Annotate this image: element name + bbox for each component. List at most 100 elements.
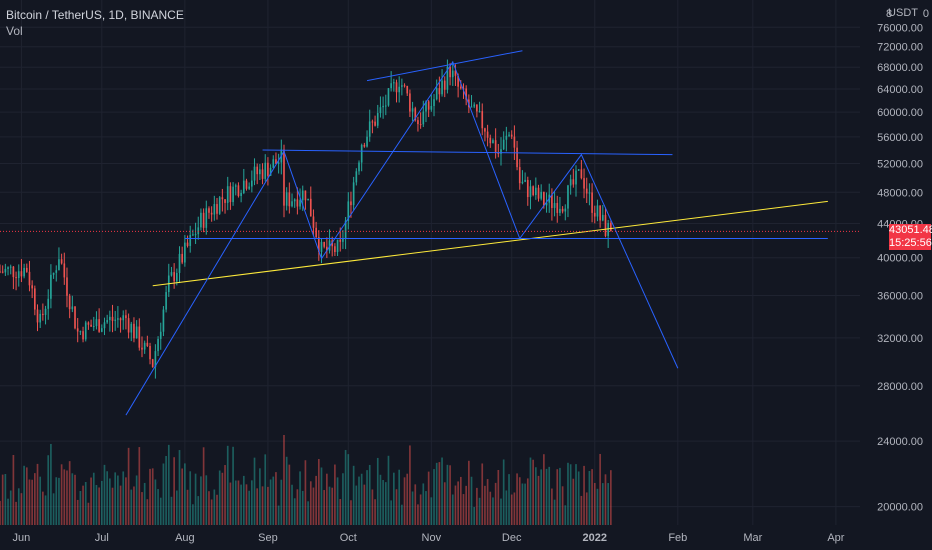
- volume-bar: [9, 490, 12, 525]
- volume-bar: [299, 471, 301, 525]
- volume-bar: [50, 443, 52, 525]
- volume-bar: [173, 457, 175, 525]
- volume-bar: [74, 474, 76, 525]
- candle-body: [411, 108, 414, 112]
- candle-body: [248, 186, 250, 189]
- candle-body: [66, 277, 68, 296]
- price-tick-label: 48000.00: [877, 187, 923, 199]
- volume-bar: [309, 481, 312, 525]
- volume-bar: [521, 483, 524, 525]
- volume-bar: [347, 454, 350, 525]
- volume-bar: [569, 464, 572, 525]
- volume-bar: [117, 475, 119, 525]
- volume-bar: [352, 465, 355, 525]
- candle-body: [596, 205, 599, 217]
- candle-body: [165, 292, 167, 310]
- volume-bar: [339, 499, 342, 525]
- volume-bar: [411, 491, 414, 525]
- candle-body: [352, 182, 355, 206]
- volume-bar: [435, 462, 438, 525]
- volume-bar: [342, 473, 344, 525]
- candle-body: [251, 180, 253, 187]
- volume-bar: [486, 479, 489, 525]
- candle-body: [489, 137, 492, 144]
- volume-bar: [7, 498, 9, 525]
- time-axis-background: [0, 525, 932, 550]
- volume-bar: [398, 469, 401, 525]
- volume-indicator-label[interactable]: Vol: [6, 24, 23, 38]
- candle-body: [208, 208, 210, 213]
- candle-body: [210, 212, 213, 215]
- candle-body: [272, 159, 275, 168]
- candle-body: [398, 86, 401, 93]
- candle-body: [379, 107, 382, 114]
- volume-bar: [210, 499, 213, 525]
- candle-body: [435, 88, 438, 100]
- volume-bar: [237, 480, 240, 525]
- volume-bar: [505, 490, 508, 525]
- candle-body: [181, 253, 184, 263]
- price-tick-label: 36000.00: [877, 291, 923, 303]
- volume-bar: [15, 501, 17, 525]
- candle-body: [438, 88, 441, 95]
- volume-bar: [114, 472, 117, 525]
- volume-bar: [387, 455, 390, 525]
- volume-bar: [422, 483, 425, 525]
- volume-bar: [526, 478, 529, 525]
- symbol-title[interactable]: Bitcoin / TetherUS, 1D, BINANCE: [6, 8, 184, 22]
- scale-mode-icon[interactable]: 8: [886, 8, 893, 20]
- candle-body: [401, 85, 403, 87]
- candle-body: [122, 315, 125, 321]
- volume-bar: [363, 484, 366, 525]
- candle-body: [25, 267, 28, 272]
- currency-unit-label[interactable]: USDT: [888, 7, 918, 19]
- volume-bar: [234, 480, 237, 525]
- candle-body: [387, 88, 390, 106]
- candle-body: [342, 238, 344, 242]
- candle-body: [264, 162, 267, 179]
- candle-body: [532, 186, 534, 195]
- volume-bar: [427, 471, 430, 525]
- volume-bar: [451, 494, 454, 525]
- candle-body: [184, 242, 186, 263]
- volume-bar: [159, 497, 162, 525]
- volume-bar: [125, 477, 127, 525]
- volume-bar: [577, 471, 580, 525]
- volume-bar: [516, 473, 518, 525]
- volume-bar: [154, 479, 157, 525]
- candle-body: [76, 328, 79, 332]
- volume-bar: [564, 505, 567, 525]
- candle-body: [143, 342, 146, 350]
- candle-body: [553, 202, 556, 208]
- volume-bar: [358, 476, 360, 525]
- candle-body: [478, 111, 481, 113]
- volume-bar: [548, 466, 551, 525]
- candle-body: [564, 208, 567, 212]
- price-axis-background: [860, 0, 932, 550]
- volume-bar: [1, 474, 4, 525]
- volume-bar: [596, 488, 599, 525]
- time-tick-label: Apr: [827, 532, 844, 544]
- candle-body: [355, 171, 358, 183]
- candle-body: [189, 235, 192, 246]
- candle-body: [253, 166, 256, 181]
- candle-body: [336, 239, 339, 253]
- candle-body: [20, 271, 23, 277]
- volume-bar: [28, 479, 31, 525]
- axis-settings-icon[interactable]: 0: [922, 8, 929, 20]
- volume-bar: [288, 464, 291, 525]
- volume-bar: [489, 491, 492, 525]
- candle-body: [505, 135, 508, 140]
- candle-body: [339, 239, 342, 242]
- candle-body: [63, 263, 66, 278]
- candle-body: [259, 169, 261, 175]
- volume-bar: [401, 504, 403, 525]
- candle-body: [130, 323, 133, 333]
- candle-body: [457, 75, 459, 87]
- candle-body: [234, 185, 237, 187]
- volume-bar: [90, 477, 92, 525]
- volume-bar: [593, 482, 596, 525]
- last-price-tag: 43051.48: [889, 224, 932, 238]
- volume-bar: [224, 465, 226, 525]
